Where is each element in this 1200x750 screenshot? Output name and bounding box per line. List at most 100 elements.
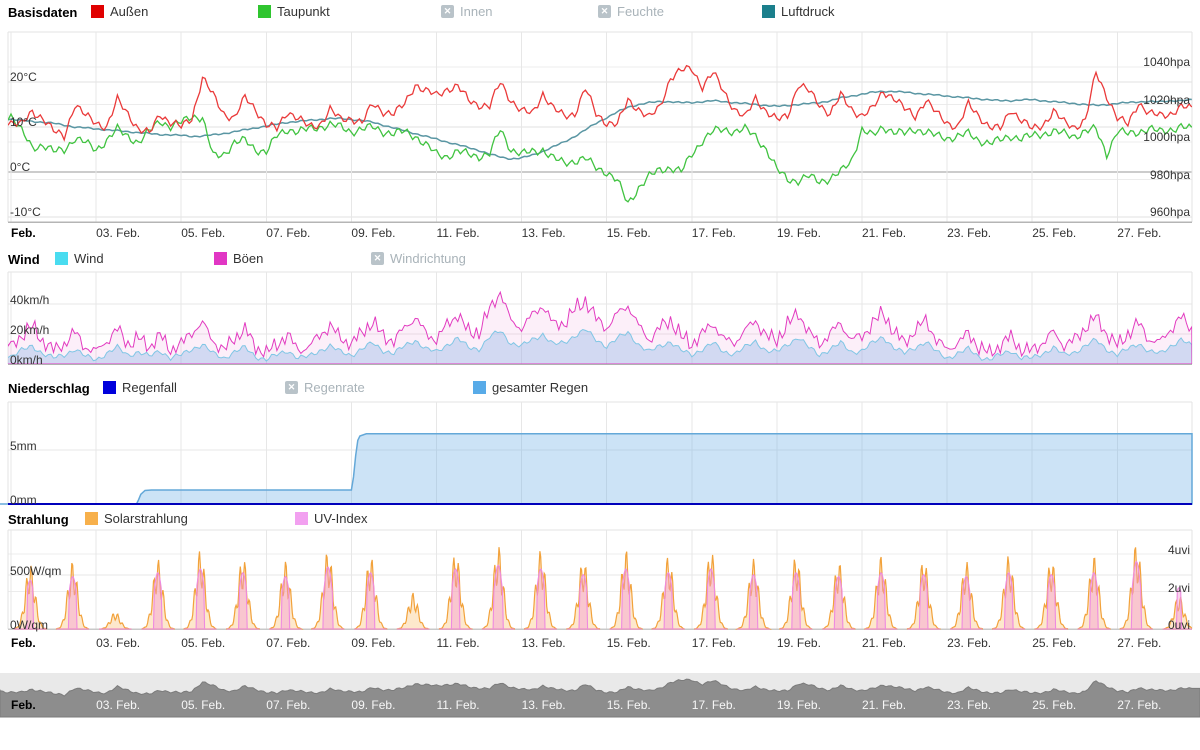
x-axis-tick-label: 19. Feb. xyxy=(776,226,821,240)
section-header-niederschlag: Niederschlag Regenfall ✕ Regenrate gesam… xyxy=(0,380,1200,400)
chart-strahlung: 500W/qm 0W/qm 4uvi 2uvi 0uvi xyxy=(0,528,1200,632)
y-axis-label: 500W/qm xyxy=(10,564,62,578)
disabled-x-icon: ✕ xyxy=(371,252,384,265)
x-axis-tick-label: 13. Feb. xyxy=(521,226,566,240)
legend-item-uv-index[interactable]: UV-Index xyxy=(295,511,367,526)
niederschlag-plot xyxy=(0,401,1193,505)
x-axis-tick-label: 21. Feb. xyxy=(862,636,907,650)
x-axis-tick-label: 15. Feb. xyxy=(606,226,651,240)
navigator-label: 23. Feb. xyxy=(947,698,992,712)
regenfall-series-swatch xyxy=(103,381,116,394)
taupunkt-series-swatch xyxy=(258,5,271,18)
x-axis-tick-label: 03. Feb. xyxy=(96,226,141,240)
x-axis-tick-label: 19. Feb. xyxy=(776,636,821,650)
x-axis-tick-label: 13. Feb. xyxy=(521,636,566,650)
uv-index-series-swatch xyxy=(295,512,308,525)
x-axis-tick-label: 05. Feb. xyxy=(181,636,226,650)
navigator-plot xyxy=(0,673,1200,718)
navigator-label: 15. Feb. xyxy=(606,698,651,712)
x-axis-tick-label: 11. Feb. xyxy=(436,636,480,650)
x-axis-tick-label: 17. Feb. xyxy=(691,636,736,650)
boeen-series-swatch xyxy=(214,252,227,265)
navigator-label: 19. Feb. xyxy=(776,698,821,712)
section-title-wind: Wind xyxy=(8,252,40,267)
x-axis-strahlung: Feb. 03. Feb. 05. Feb. 07. Feb. 09. Feb. 11. … xyxy=(0,634,1200,654)
x-axis-tick-label: 07. Feb. xyxy=(266,636,311,650)
x-axis-tick-label: 03. Feb. xyxy=(96,636,141,650)
navigator-label: 13. Feb. xyxy=(521,698,566,712)
x-axis-tick-label: 17. Feb. xyxy=(691,226,736,240)
navigator-label: 09. Feb. xyxy=(351,698,396,712)
navigator-label: 03. Feb. xyxy=(96,698,141,712)
y-axis-label: 1000hpa xyxy=(1143,130,1190,144)
wind-plot xyxy=(7,271,1193,365)
legend-item-feuchte[interactable]: ✕ Feuchte xyxy=(598,4,664,19)
navigator-label: 05. Feb. xyxy=(181,698,226,712)
chart-basisdaten: 20°C 10°C 0°C -10°C 1040hpa 1020hpa 1000hpa 980… xyxy=(0,28,1200,224)
x-axis-basisdaten: Feb. 03. Feb. 05. Feb. 07. Feb. 09. Feb. 11. … xyxy=(0,224,1200,244)
navigator-label: 11. Feb. xyxy=(436,698,480,712)
x-axis-tick-label: 25. Feb. xyxy=(1032,226,1077,240)
navigator-label: Feb. xyxy=(11,698,36,712)
section-header-basisdaten: Basisdaten Außen Taupunkt ✕ Innen ✕ Feuc… xyxy=(0,4,1200,24)
y-axis-label: 1020hpa xyxy=(1143,92,1190,107)
section-title-niederschlag: Niederschlag xyxy=(8,381,90,396)
wind-series-swatch xyxy=(55,252,68,265)
chart-wind: 40km/h 20km/h 0km/h xyxy=(0,270,1200,367)
x-axis-tick-label: 11. Feb. xyxy=(436,226,480,240)
y-axis-label: -10°C xyxy=(10,205,41,219)
section-header-wind: Wind Wind Böen ✕ Windrichtung xyxy=(0,251,1200,271)
y-axis-label: 2uvi xyxy=(1167,580,1190,595)
y-axis-label: 20km/h xyxy=(10,323,50,337)
y-axis-label: 5mm xyxy=(10,439,37,453)
y-axis-label: 960hpa xyxy=(1149,205,1190,219)
timeline-navigator[interactable]: Feb. 03. Feb. 05. Feb. 07. Feb. 09. Feb. 11. … xyxy=(0,672,1200,718)
navigator-label: 21. Feb. xyxy=(862,698,907,712)
section-header-strahlung: Strahlung Solarstrahlung UV-Index xyxy=(0,511,1200,531)
chart-niederschlag: 5mm 0mm xyxy=(0,400,1200,507)
y-axis-label: 0mm xyxy=(10,493,37,507)
legend-item-solarstrahlung[interactable]: Solarstrahlung xyxy=(85,511,188,526)
x-axis-tick-label: Feb. xyxy=(11,636,36,650)
y-axis-label: 0km/h xyxy=(10,353,43,367)
x-axis-tick-label: 15. Feb. xyxy=(606,636,651,650)
disabled-x-icon: ✕ xyxy=(285,381,298,394)
gesamter-regen-series-swatch xyxy=(473,381,486,394)
x-axis-tick-label: 25. Feb. xyxy=(1032,636,1077,650)
legend-item-boeen[interactable]: Böen xyxy=(214,251,263,266)
legend-item-windrichtung[interactable]: ✕ Windrichtung xyxy=(371,251,466,266)
strahlung-plot xyxy=(7,529,1193,630)
legend-item-gesamter-regen[interactable]: gesamter Regen xyxy=(473,380,588,395)
section-title-strahlung: Strahlung xyxy=(8,512,69,527)
x-axis-tick-label: 21. Feb. xyxy=(862,226,907,240)
x-axis-tick-label: 27. Feb. xyxy=(1117,226,1162,240)
y-axis-label: 0W/qm xyxy=(10,618,49,632)
disabled-x-icon: ✕ xyxy=(441,5,454,18)
y-axis-label: 10°C xyxy=(10,115,37,129)
x-axis-tick-label: 27. Feb. xyxy=(1117,636,1162,650)
y-axis-label: 0uvi xyxy=(1167,618,1190,632)
x-axis-tick-label: 07. Feb. xyxy=(266,226,311,240)
navigator-label: 25. Feb. xyxy=(1032,698,1077,712)
legend-item-regenfall[interactable]: Regenfall xyxy=(103,380,177,395)
legend-item-luftdruck[interactable]: Luftdruck xyxy=(762,4,834,19)
y-axis-label: 20°C xyxy=(10,70,37,84)
legend-item-aussen[interactable]: Außen xyxy=(91,4,148,19)
legend-item-regenrate[interactable]: ✕ Regenrate xyxy=(285,380,365,395)
legend-item-wind[interactable]: Wind xyxy=(55,251,104,266)
y-axis-label: 1040hpa xyxy=(1143,55,1190,69)
x-axis-tick-label: 09. Feb. xyxy=(351,226,396,240)
x-axis-tick-label: 23. Feb. xyxy=(947,226,992,240)
legend-item-taupunkt[interactable]: Taupunkt xyxy=(258,4,330,19)
navigator-label: 27. Feb. xyxy=(1117,698,1162,712)
x-axis-tick-label: 23. Feb. xyxy=(947,636,992,650)
y-axis-label: 4uvi xyxy=(1167,543,1190,557)
x-axis-tick-label: 09. Feb. xyxy=(351,636,396,650)
x-axis-tick-label: Feb. xyxy=(11,226,36,240)
aussen-series-swatch xyxy=(91,5,104,18)
navigator-label: 17. Feb. xyxy=(691,698,736,712)
disabled-x-icon: ✕ xyxy=(598,5,611,18)
y-axis-label: 40km/h xyxy=(10,293,50,307)
legend-item-innen[interactable]: ✕ Innen xyxy=(441,4,493,19)
